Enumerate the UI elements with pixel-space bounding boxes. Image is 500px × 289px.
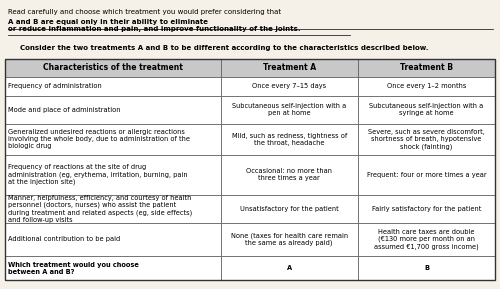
Text: Treatment A: Treatment A bbox=[262, 63, 316, 72]
Text: Occasional: no more than
three times a year: Occasional: no more than three times a y… bbox=[246, 168, 332, 181]
Text: None (taxes for health care remain
the same as already paid): None (taxes for health care remain the s… bbox=[230, 232, 348, 246]
Text: Characteristics of the treatment: Characteristics of the treatment bbox=[43, 63, 182, 72]
Text: A: A bbox=[286, 265, 292, 271]
Text: Which treatment would you choose
between A and B?: Which treatment would you choose between… bbox=[8, 262, 138, 275]
Text: A and B are equal only in their ability to eliminate
or reduce inflammation and : A and B are equal only in their ability … bbox=[8, 19, 300, 32]
Text: Fairly satisfactory for the patient: Fairly satisfactory for the patient bbox=[372, 206, 481, 212]
Text: Read carefully and choose which treatment you would prefer considering that: Read carefully and choose which treatmen… bbox=[8, 9, 283, 15]
Text: Subcutaneous self-injection with a
pen at home: Subcutaneous self-injection with a pen a… bbox=[232, 103, 346, 116]
Text: Severe, such as severe discomfort,
shortness of breath, hypotensive
shock (faint: Severe, such as severe discomfort, short… bbox=[368, 129, 485, 150]
Text: Generalized undesired reactions or allergic reactions
involving the whole body, : Generalized undesired reactions or aller… bbox=[8, 129, 190, 149]
Text: Frequent: four or more times a year: Frequent: four or more times a year bbox=[366, 172, 486, 178]
Text: Subcutaneous self-injection with a
syringe at home: Subcutaneous self-injection with a syrin… bbox=[370, 103, 484, 116]
Text: Mode and place of administration: Mode and place of administration bbox=[8, 107, 120, 112]
Text: Additional contribution to be paid: Additional contribution to be paid bbox=[8, 236, 120, 242]
Text: Once every 1–2 months: Once every 1–2 months bbox=[386, 83, 466, 89]
Text: B: B bbox=[424, 265, 429, 271]
Text: Once every 7–15 days: Once every 7–15 days bbox=[252, 83, 326, 89]
Text: Frequency of reactions at the site of drug
administration (eg, erythema, irritat: Frequency of reactions at the site of dr… bbox=[8, 164, 187, 186]
Text: Manner, helpfulness, efficiency, and courtesy of health
personnel (doctors, nurs: Manner, helpfulness, efficiency, and cou… bbox=[8, 195, 192, 223]
Text: Frequency of administration: Frequency of administration bbox=[8, 83, 101, 89]
Text: Health care taxes are double
(€130 more per month on an
assumed €1,700 gross inc: Health care taxes are double (€130 more … bbox=[374, 229, 479, 250]
Text: Mild, such as redness, tightness of
the throat, headache: Mild, such as redness, tightness of the … bbox=[232, 133, 347, 146]
Text: Treatment B: Treatment B bbox=[400, 63, 453, 72]
Text: Unsatisfactory for the patient: Unsatisfactory for the patient bbox=[240, 206, 338, 212]
Text: Consider the two treatments A and B to be different according to the characteris: Consider the two treatments A and B to b… bbox=[20, 45, 428, 51]
